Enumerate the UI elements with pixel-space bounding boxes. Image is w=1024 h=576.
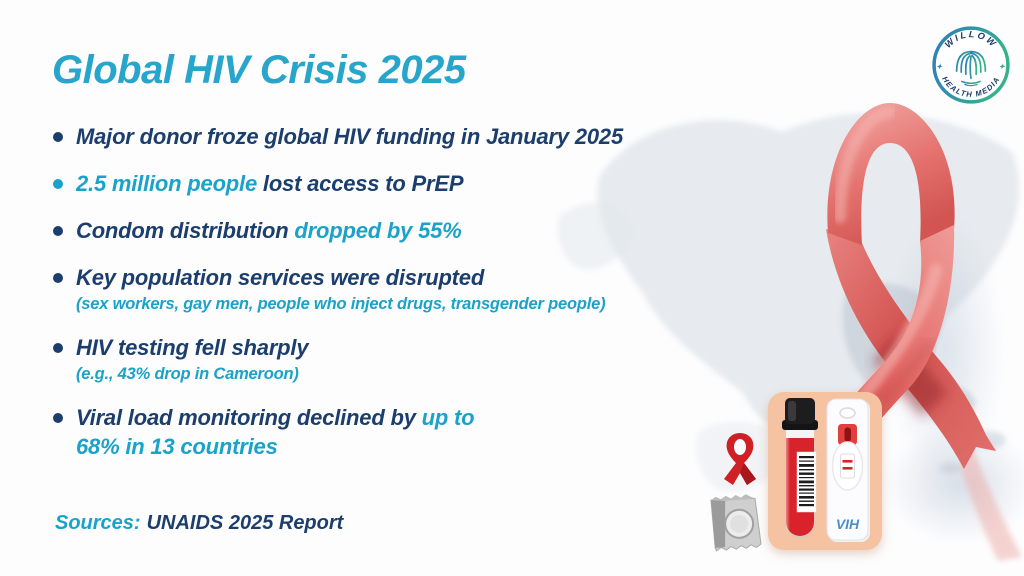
- bullet-dot-icon: [53, 273, 63, 283]
- bullet-dot-icon: [53, 226, 63, 236]
- bullet-dot-icon: [53, 413, 63, 423]
- bullet-item: Key population services were disrupted (s…: [50, 263, 698, 315]
- page-title: Global HIV Crisis 2025: [52, 48, 466, 92]
- logo-sparkle-left-icon: ✦: [936, 63, 943, 71]
- bullet-text: HIV testing fell sharply: [76, 335, 309, 360]
- barcode-label-icon: [796, 451, 817, 513]
- bullet-item: Viral load monitoring declined by up to 6…: [50, 403, 698, 461]
- bullet-subtext: (e.g., 43% drop in Cameroon): [76, 365, 299, 383]
- bullet-item: Major donor froze global HIV funding in …: [50, 122, 698, 151]
- bullet-list: Major donor froze global HIV funding in …: [50, 122, 698, 479]
- bullet-subtext: (sex workers, gay men, people who inject…: [76, 295, 606, 313]
- willow-health-media-logo: WILLOW HEALTH MEDIA ✦ ✦: [932, 26, 1010, 104]
- bullet-item: 2.5 million people lost access to PrEP: [50, 169, 698, 198]
- blood-tube-icon: [782, 398, 818, 538]
- condom-wrapper-icon: [710, 494, 762, 552]
- bullet-dot-icon: [53, 343, 63, 353]
- hiv-test-card: VIH: [768, 392, 882, 550]
- sources-label: Sources:: [55, 512, 141, 534]
- bullet-text: 2.5 million people lost access to PrEP: [76, 171, 464, 196]
- bullet-text: Condom distribution dropped by 55%: [76, 218, 462, 243]
- test-cassette-label: VIH: [836, 516, 860, 532]
- bullet-text: Major donor froze global HIV funding in …: [76, 124, 624, 149]
- logo-sparkle-right-icon: ✦: [999, 63, 1006, 71]
- sources-line: Sources: UNAIDS 2025 Report: [55, 512, 343, 535]
- mini-red-ribbon-icon: [724, 433, 756, 485]
- bullet-text: Viral load monitoring declined by up to 6…: [76, 405, 475, 459]
- willow-tree-icon: [955, 50, 987, 87]
- bullet-text: Key population services were disrupted: [76, 265, 485, 290]
- bullet-item: HIV testing fell sharply (e.g., 43% drop …: [50, 333, 698, 385]
- sources-text: UNAIDS 2025 Report: [146, 512, 344, 534]
- bullet-item: Condom distribution dropped by 55%: [50, 216, 698, 245]
- bullet-dot-icon: [53, 179, 63, 189]
- rapid-test-cassette-icon: VIH: [826, 398, 870, 542]
- bullet-dot-icon: [53, 132, 63, 142]
